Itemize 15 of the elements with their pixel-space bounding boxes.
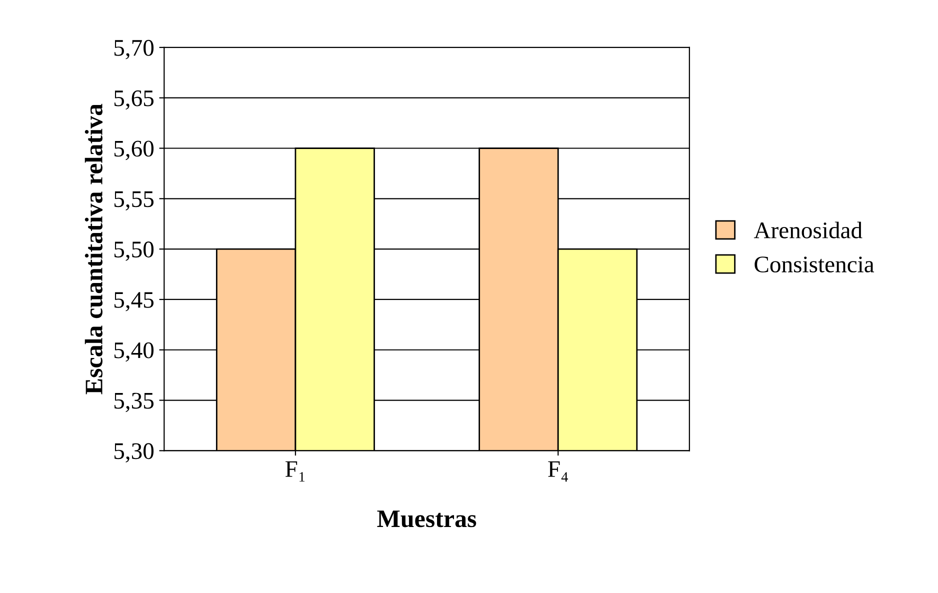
y-tick-label: 5,40 <box>114 342 154 362</box>
x-tick-label: F₁ <box>285 461 305 482</box>
legend-label: Arenosidad <box>754 222 862 238</box>
y-tick-label: 5,65 <box>114 90 154 110</box>
y-tick-label: 5,45 <box>114 292 154 312</box>
y-tick-label: 5,60 <box>114 140 154 160</box>
y-tick-label: 5,30 <box>114 443 154 462</box>
y-tick-label: 5,50 <box>114 242 154 261</box>
x-axis-title: Muestras <box>377 510 476 528</box>
y-axis-title: Escala cuantitativa relativa <box>84 104 103 394</box>
legend-label: Consistencia <box>754 256 874 272</box>
x-tick-label: F₄ <box>548 461 568 482</box>
y-tick-label: 5,35 <box>114 392 154 412</box>
y-tick-label: 5,55 <box>114 191 154 210</box>
y-tick-label: 5,70 <box>114 40 154 60</box>
